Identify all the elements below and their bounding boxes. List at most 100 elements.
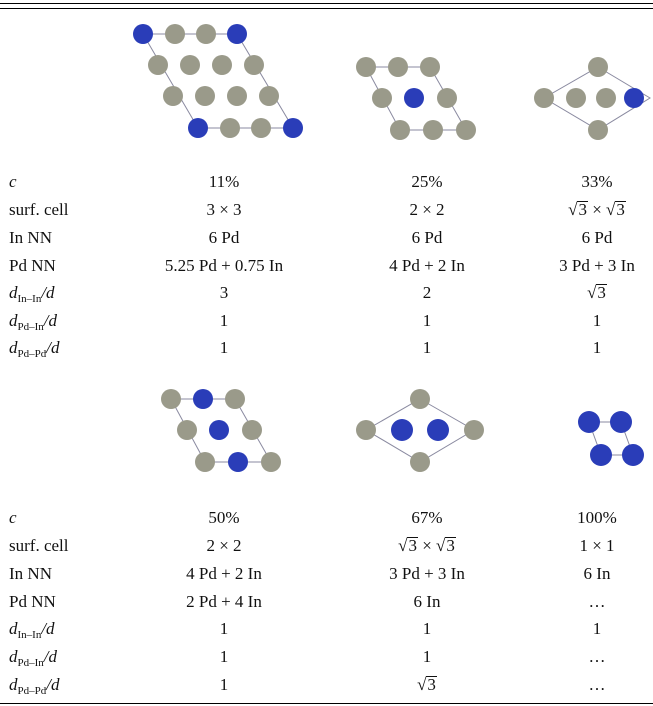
cell-pdnn-3: 3 Pd + 3 In <box>559 256 635 275</box>
label-pd-nn: Pd NN <box>9 256 56 275</box>
row-d-inin-bottom: dIn–In/d 1 1 1 <box>0 618 653 641</box>
cell-dpdin-1: 1 <box>219 311 229 330</box>
pd-atom <box>225 389 245 409</box>
cell-dinin-5: 1 <box>422 619 432 638</box>
cell-innn-3: 6 Pd <box>581 228 613 247</box>
cell-surf-3: √3 × √3 <box>568 200 626 219</box>
row-c-top: c 11% 25% 33% <box>0 171 653 193</box>
pd-atom <box>588 57 608 77</box>
structure-3x3-picture <box>133 24 303 138</box>
label-in-nn: In NN <box>9 228 52 247</box>
pd-atom <box>456 120 476 140</box>
cell-c-6: 100% <box>577 508 617 527</box>
in-atom <box>228 452 248 472</box>
cell-dinin-4: 1 <box>219 619 229 638</box>
cell-innn-4: 4 Pd + 2 In <box>186 564 262 583</box>
sqrt3-expression: √3 <box>417 675 437 694</box>
cell-c-3: 33% <box>581 172 613 191</box>
pd-atom <box>212 55 232 75</box>
in-atom <box>193 389 213 409</box>
pd-atom <box>410 389 430 409</box>
pd-atom <box>227 86 247 106</box>
pd-atom <box>390 120 410 140</box>
cell-surf-5: √3 × √3 <box>398 536 456 555</box>
in-atom <box>209 420 229 440</box>
cell-surf-2: 2 × 2 <box>409 200 445 219</box>
sqrt3-expression: √3 <box>587 283 607 302</box>
in-atom <box>283 118 303 138</box>
cell-dpdin-3: 1 <box>592 311 602 330</box>
in-atom <box>610 411 632 433</box>
in-atom <box>427 419 449 441</box>
top-rule-1 <box>0 3 653 4</box>
pd-atom <box>177 420 197 440</box>
pd-atom <box>220 118 240 138</box>
cell-dpdpd-5: √3 <box>327 674 527 696</box>
pd-atom <box>437 88 457 108</box>
label-surf-cell: surf. cell <box>9 200 69 219</box>
cell-c-1: 11% <box>208 172 240 191</box>
pd-atom <box>195 452 215 472</box>
pd-atom <box>372 88 392 108</box>
top-rule-2 <box>0 8 653 9</box>
in-atom <box>590 444 612 466</box>
row-pd-nn-bottom: Pd NN 2 Pd + 4 In 6 In … <box>0 591 653 613</box>
row-c-bottom: c 50% 67% 100% <box>0 507 653 529</box>
row-d-pdin-top: dPd–In/d 1 1 1 <box>0 310 653 333</box>
pd-atom <box>244 55 264 75</box>
cell-c-5: 67% <box>411 508 443 527</box>
row-d-pdin-bottom: dPd–In/d 1 1 … <box>0 646 653 669</box>
cell-dpdin-6: … <box>588 647 606 666</box>
in-atom <box>578 411 600 433</box>
cell-dpdin-5: 1 <box>422 647 432 666</box>
cell-dinin-6: 1 <box>592 619 602 638</box>
sqrt3-expression: √3 <box>436 536 456 555</box>
label-d-pdin: dPd–In/d <box>9 311 58 333</box>
cell-dpdpd-1: 1 <box>219 338 229 357</box>
pd-atom <box>261 452 281 472</box>
pd-atom <box>420 57 440 77</box>
row-pd-nn-top: Pd NN 5.25 Pd + 0.75 In 4 Pd + 2 In 3 Pd… <box>0 255 653 277</box>
pd-atom <box>464 420 484 440</box>
row-in-nn-bottom: In NN 4 Pd + 2 In 3 Pd + 3 In 6 In <box>0 563 653 585</box>
cell-dinin-3: √3 <box>497 282 653 304</box>
pd-atom <box>566 88 586 108</box>
in-atom <box>391 419 413 441</box>
cell-pdnn-6: … <box>588 592 606 611</box>
pd-atom <box>410 452 430 472</box>
pd-atom <box>388 57 408 77</box>
pd-atom <box>196 24 216 44</box>
cell-dpdpd-6: … <box>588 675 606 694</box>
label-in-nn: In NN <box>9 564 52 583</box>
cell-pdnn-1: 5.25 Pd + 0.75 In <box>164 256 284 275</box>
label-d-pdin: dPd–In/d <box>9 647 58 669</box>
pd-atom <box>180 55 200 75</box>
pd-atom <box>356 57 376 77</box>
cell-innn-5: 3 Pd + 3 In <box>389 564 465 583</box>
label-c: c <box>9 172 17 191</box>
label-c: c <box>9 508 17 527</box>
bottom-rule <box>0 703 653 704</box>
label-pd-nn: Pd NN <box>9 592 56 611</box>
label-d-pdpd: dPd–Pd/d <box>9 338 60 360</box>
pd-atom <box>588 120 608 140</box>
pd-atom <box>251 118 271 138</box>
row-d-pdpd-top: dPd–Pd/d 1 1 1 <box>0 337 653 360</box>
row-d-inin-top: dIn–In/d 3 2 √3 <box>0 282 653 305</box>
cell-c-4: 50% <box>208 508 240 527</box>
cell-surf-4: 2 × 2 <box>206 536 242 555</box>
pd-atom <box>259 86 279 106</box>
cell-pdnn-4: 2 Pd + 4 In <box>186 592 262 611</box>
in-atom <box>188 118 208 138</box>
pd-atom <box>596 88 616 108</box>
row-in-nn-top: In NN 6 Pd 6 Pd 6 Pd <box>0 227 653 249</box>
in-atom <box>133 24 153 44</box>
cell-dinin-1: 3 <box>219 283 229 302</box>
label-d-inin: dIn–In/d <box>9 619 55 641</box>
cell-c-2: 25% <box>411 172 443 191</box>
in-atom <box>227 24 247 44</box>
pd-atom <box>195 86 215 106</box>
cell-surf-1: 3 × 3 <box>206 200 242 219</box>
structure-sqrt3-67-picture <box>356 389 484 472</box>
cell-dinin-2: 2 <box>422 283 432 302</box>
